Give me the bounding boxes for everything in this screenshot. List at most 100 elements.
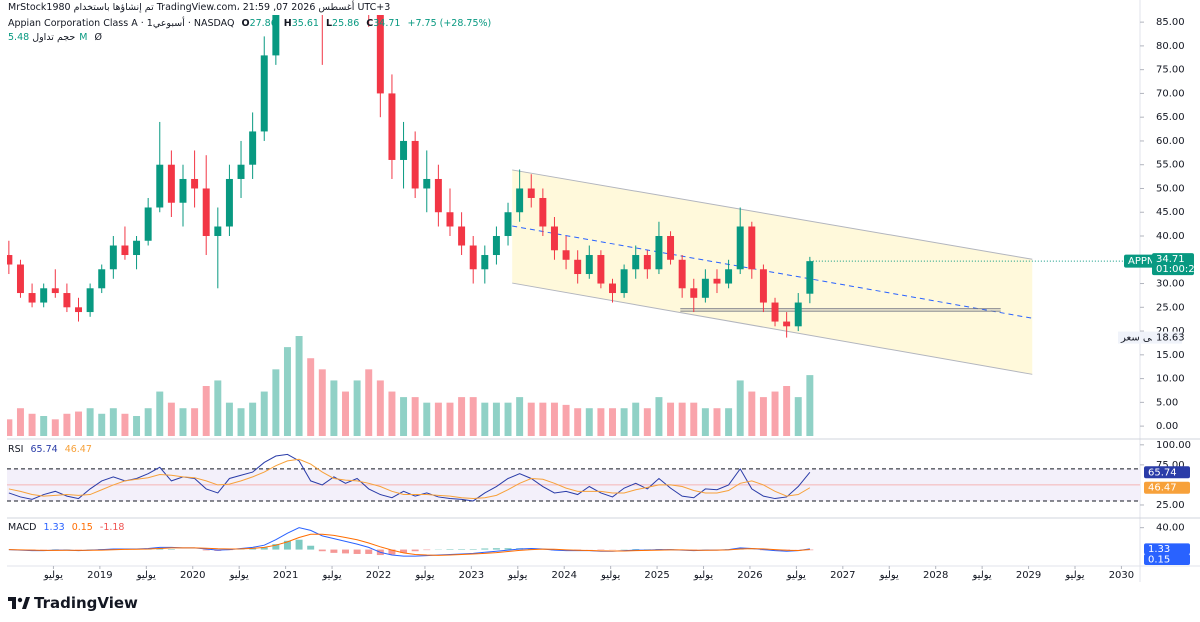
y-tick-label: 20.00 <box>1156 326 1185 337</box>
volume-bar <box>713 408 721 436</box>
volume-bar <box>260 391 268 436</box>
macd-histogram <box>446 549 454 550</box>
candle-body <box>249 131 257 165</box>
candle-body <box>550 226 558 251</box>
macd-histogram <box>260 547 268 550</box>
candle-body <box>411 140 419 189</box>
price-badge-bg <box>1152 253 1194 276</box>
candle-body <box>179 178 187 203</box>
candle-body <box>446 212 454 227</box>
macd-histogram <box>504 548 512 550</box>
volume-value: 5.48M <box>8 32 88 43</box>
candle-body <box>133 240 141 256</box>
x-tick-label: 2025 <box>644 570 669 581</box>
macd-histogram <box>330 549 338 553</box>
macd-badge-bg <box>1144 543 1190 555</box>
ohlc-key: H <box>283 18 292 29</box>
volume-bar <box>539 402 547 436</box>
x-tick-label: 2030 <box>1109 570 1134 581</box>
volume-bar <box>667 402 675 436</box>
candle-body <box>144 207 152 241</box>
rsi-badge: 65.74 <box>1148 467 1177 478</box>
candle-body <box>458 226 466 246</box>
x-tick-label: 2019 <box>87 570 112 581</box>
macd-histogram <box>167 549 175 550</box>
volume-bar <box>283 347 291 436</box>
volume-bar <box>550 402 558 436</box>
x-tick-label: يوليو <box>43 570 63 581</box>
rsi-title: RSI <box>8 444 24 455</box>
x-tick-label: يوليو <box>600 570 620 581</box>
volume-bar <box>655 397 663 436</box>
y-tick-label: 75.00 <box>1156 65 1185 76</box>
volume-extra: Ø <box>94 32 103 43</box>
macd-histogram <box>469 549 477 550</box>
volume-bar <box>295 336 303 436</box>
rsi-value: 65.74 <box>30 444 58 455</box>
macd-histogram <box>423 549 431 551</box>
signal-badge: 0.15 <box>1148 554 1170 565</box>
y-tick-label: 100.00 <box>1156 440 1191 451</box>
volume-bar <box>330 380 338 436</box>
candle-body <box>504 212 512 237</box>
volume-bar <box>342 391 349 436</box>
candle-body <box>40 288 48 303</box>
candle-body <box>86 288 94 313</box>
ohlc-value: 34.71 <box>373 18 401 29</box>
x-tick-label: يوليو <box>229 570 249 581</box>
y-tick-label: 50.00 <box>1156 183 1185 194</box>
candle-body <box>667 236 675 260</box>
macd-histogram <box>632 549 640 550</box>
signal-value: 0.15 <box>71 522 93 533</box>
rsi-legend: RSI 65.74 46.47 <box>8 444 96 455</box>
macd-histogram <box>481 548 489 550</box>
x-tick-label: يوليو <box>136 570 156 581</box>
candle-body <box>16 264 24 294</box>
candle-body <box>63 293 71 308</box>
volume-bar <box>121 413 129 436</box>
volume-bar <box>458 397 466 436</box>
macd-histogram <box>411 549 419 552</box>
price-pane <box>7 15 1033 436</box>
y-tick-label: 75.00 <box>1156 460 1185 471</box>
candle-body <box>51 288 59 294</box>
rsi-ma-badge-bg <box>1144 481 1190 494</box>
macd-histogram <box>365 549 373 554</box>
macd-histogram <box>307 545 315 550</box>
macd-histogram <box>388 549 396 555</box>
volume-bar <box>585 408 593 436</box>
x-tick-label: 2020 <box>180 570 205 581</box>
volume-bar <box>214 380 222 436</box>
volume-bar <box>225 402 233 436</box>
y-tick-label: 40.00 <box>1156 231 1185 242</box>
macd-histogram <box>318 549 326 552</box>
candle-body <box>632 255 640 270</box>
candle-body <box>713 278 721 284</box>
volume-bar <box>272 369 280 436</box>
logo-icon <box>8 597 30 609</box>
volume-bar <box>492 402 500 436</box>
candle-body <box>725 269 733 284</box>
volume-bar <box>701 408 709 436</box>
volume-bar <box>504 402 512 436</box>
change: +7.75 (+28.75%) <box>407 18 492 29</box>
candle-body <box>609 283 616 294</box>
volume-bar <box>725 408 733 436</box>
channel-middle <box>512 225 1033 319</box>
volume-bar <box>771 391 779 436</box>
candle-body <box>527 188 535 198</box>
macd-histogram <box>400 549 408 553</box>
volume-bar <box>609 408 616 436</box>
candle-body <box>260 55 268 132</box>
macd-histogram <box>295 539 303 550</box>
volume-bar <box>28 413 36 436</box>
ohlc-value: 35.61 <box>291 18 319 29</box>
volume-bar <box>620 408 628 436</box>
volume-bar <box>191 408 199 436</box>
volume-bar <box>249 402 257 436</box>
volume-bar <box>434 402 442 436</box>
macd-histogram <box>249 548 257 550</box>
x-tick-label: 2029 <box>1016 570 1041 581</box>
y-tick-label: 70.00 <box>1156 88 1185 99</box>
